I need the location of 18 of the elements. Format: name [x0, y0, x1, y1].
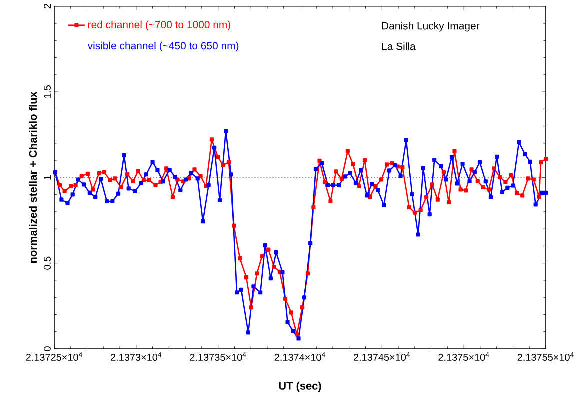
y-tick-label: 1 [44, 175, 51, 180]
x-tick-label: 2.13745×10$^{4}$ [354, 352, 410, 362]
legend-label: red channel (~700 to 1000 nm) [88, 20, 230, 31]
text: visible channel (~450 to 650 nm) [88, 42, 239, 52]
y-axis-title: normalized stellar + Chariklo flux [29, 92, 38, 264]
annotation: Danish Lucky Imager [382, 22, 480, 32]
x-tick-label: 2.1373×10$^{4}$ [111, 352, 162, 362]
annotation: La Silla [382, 42, 416, 50]
y-tick-label: 2 [44, 4, 51, 9]
y-tick-label: 0.5 [44, 256, 51, 270]
x-tick-label: 2.13735×10$^{4}$ [190, 352, 246, 362]
y-tick-label: 0 [44, 346, 51, 352]
y-tick-label: 1.5 [44, 86, 51, 98]
x-tick-label: 2.1375×10$^{4}$ [438, 352, 490, 362]
x-axis-title: UT (sec) [279, 382, 322, 392]
x-tick-label: 2.13755×10$^{4}$ [518, 352, 574, 362]
x-tick-label: 2.1374×10$^{4}$ [274, 352, 326, 362]
x-tick-label: 2.13725×10$^{4}$ [26, 352, 82, 362]
